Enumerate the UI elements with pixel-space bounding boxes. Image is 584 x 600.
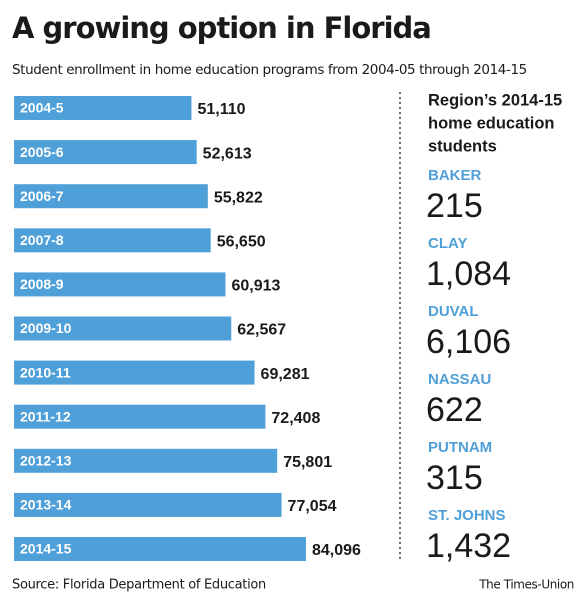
bar <box>14 96 192 120</box>
region-name: ST. JOHNS <box>428 507 506 524</box>
sidebar-title: students <box>428 137 497 155</box>
region-students: 6,106 <box>426 323 511 361</box>
region-students: 622 <box>426 391 483 429</box>
bar <box>14 492 282 517</box>
bar <box>14 272 226 297</box>
value-label: 56,650 <box>217 234 266 251</box>
category-label: 2008-9 <box>20 276 64 292</box>
bar <box>14 228 211 253</box>
region-name: BAKER <box>428 167 482 184</box>
bar <box>14 316 232 341</box>
value-label: 60,913 <box>232 278 281 295</box>
value-label: 75,801 <box>283 454 332 471</box>
chart-subtitle: Student enrollment in home education pro… <box>12 62 527 78</box>
region-name: CLAY <box>428 235 467 252</box>
category-label: 2012-13 <box>20 453 72 469</box>
region-name: NASSAU <box>428 371 491 388</box>
category-label: 2013-14 <box>20 497 72 513</box>
region-students: 1,084 <box>426 255 511 293</box>
credit: The Times-Union <box>478 578 574 592</box>
category-label: 2014-15 <box>20 541 72 557</box>
value-label: 62,567 <box>237 322 286 339</box>
category-label: 2011-12 <box>20 408 71 424</box>
chart-title: A growing option in Florida <box>12 11 431 45</box>
bar <box>14 184 208 209</box>
region-name: PUTNAM <box>428 439 492 456</box>
bar <box>14 537 306 561</box>
value-label: 69,281 <box>261 366 310 383</box>
value-label: 72,408 <box>271 410 320 427</box>
category-label: 2010-11 <box>20 364 71 380</box>
category-label: 2006-7 <box>20 188 64 204</box>
region-students: 1,432 <box>426 527 511 565</box>
value-label: 52,613 <box>203 145 252 162</box>
sidebar-title: home education <box>428 114 555 132</box>
value-label: 77,054 <box>288 498 337 515</box>
bar <box>14 360 255 385</box>
value-label: 51,110 <box>197 101 245 118</box>
value-label: 55,822 <box>214 189 263 206</box>
bar <box>14 140 197 165</box>
bar <box>14 404 266 429</box>
category-label: 2005-6 <box>20 144 64 160</box>
bar <box>14 448 278 473</box>
category-label: 2004-5 <box>20 100 64 116</box>
region-students: 215 <box>426 187 483 225</box>
source: Source: Florida Department of Education <box>12 578 266 593</box>
sidebar-title: Region’s 2014-15 <box>428 91 562 109</box>
region-name: DUVAL <box>428 303 479 320</box>
category-label: 2007-8 <box>20 232 64 248</box>
value-label: 84,096 <box>312 542 361 559</box>
region-students: 315 <box>426 459 483 497</box>
category-label: 2009-10 <box>20 320 72 336</box>
